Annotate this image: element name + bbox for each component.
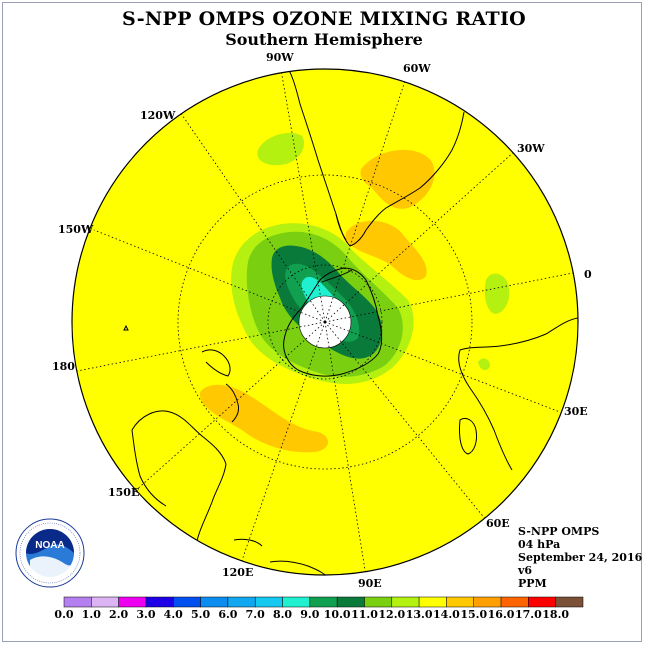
color-scale-bin	[200, 596, 229, 608]
noaa-logo: NOAA	[15, 518, 85, 588]
color-scale-tick-label: 15.0	[460, 608, 488, 621]
lon-label-120e: 120E	[222, 566, 254, 579]
color-scale-tick-label: 18.0	[542, 608, 570, 621]
coastline-antarctica	[283, 267, 383, 377]
latitude-circles	[177, 174, 473, 470]
lon-label-150w: 150W	[58, 223, 94, 236]
lon-label-0: 0	[584, 268, 592, 281]
color-scale-bin	[473, 596, 502, 608]
color-scale-tick-label: 13.0	[405, 608, 433, 621]
color-scale-tick-label: 11.0	[351, 608, 378, 621]
ozone-contour-orange-tasman	[199, 384, 329, 453]
color-scale-bin	[227, 596, 256, 608]
color-scale-tick-label: 2.0	[109, 608, 129, 621]
info-date: September 24, 2016	[518, 551, 643, 564]
ozone-contour-orange-atlantic	[360, 149, 435, 209]
noaa-logo-text: NOAA	[35, 540, 64, 551]
lon-label-120w: 120W	[140, 109, 176, 122]
color-scale-tick-label: 14.0	[433, 608, 460, 621]
info-units: PPM	[518, 577, 547, 590]
map-subtitle: Southern Hemisphere	[225, 30, 423, 49]
color-scale-tick-label: 16.0	[487, 608, 515, 621]
info-version: v6	[518, 564, 533, 577]
lon-label-30w: 30W	[517, 142, 545, 155]
color-scale-bin	[145, 596, 174, 608]
color-scale-tick-label: 10.0	[323, 608, 351, 621]
color-scale-tick-label: 12.0	[378, 608, 406, 621]
coastline-madagascar	[459, 417, 477, 455]
ozone-contour-lightgreen-indian	[484, 273, 510, 314]
color-scale-bin	[391, 596, 420, 608]
ozone-contour-lightgreen-small	[478, 358, 490, 371]
color-scale-tick-label: 7.0	[245, 608, 265, 621]
info-instrument: S-NPP OMPS	[518, 525, 600, 538]
info-block: S-NPP OMPS 04 hPa September 24, 2016 v6 …	[518, 525, 642, 590]
lon-label-90w: 90W	[266, 51, 294, 64]
color-scale-bin	[309, 596, 338, 608]
color-scale-tick-label: 3.0	[136, 608, 156, 621]
lon-label-60w: 60W	[403, 62, 431, 75]
color-scale-bin	[555, 596, 584, 608]
color-scale-bin	[173, 596, 201, 608]
color-scale-bin	[118, 596, 147, 608]
color-scale-tick-label: 17.0	[514, 608, 542, 621]
lon-label-30e: 30E	[564, 405, 588, 418]
color-scale-bin	[500, 596, 529, 608]
ozone-contour-orange-south-atlantic	[345, 220, 427, 281]
color-scale-bin	[336, 596, 365, 608]
color-scale-bin	[91, 596, 119, 608]
coastline-south-america	[281, 69, 465, 247]
coastline-indonesia	[269, 560, 331, 575]
color-scale-bin	[364, 596, 393, 608]
color-scale-tick-label: 1.0	[81, 608, 101, 621]
info-level: 04 hPa	[518, 538, 561, 551]
color-scale-bin	[254, 596, 283, 608]
color-scale-bin	[528, 596, 556, 608]
color-scale-bin	[282, 596, 311, 608]
color-scale-bin	[418, 596, 447, 608]
color-scale-tick-label: 0.0	[54, 608, 74, 621]
color-scale-tick-label: 9.0	[300, 608, 320, 621]
coastline-new-zealand	[201, 349, 231, 377]
ozone-contour-lightgreen-pacific	[257, 132, 305, 166]
color-scale-tick-label: 4.0	[163, 608, 183, 621]
lon-label-60e: 60E	[486, 517, 510, 530]
color-scale-tick-label: 5.0	[191, 608, 211, 621]
color-scale-tick-label: 6.0	[218, 608, 238, 621]
color-scale-bin	[446, 596, 474, 608]
figure-frame	[2, 2, 642, 642]
lon-label-150e: 150E	[108, 486, 140, 499]
coastline-africa	[458, 317, 578, 471]
lon-label-90e: 90E	[358, 577, 382, 590]
color-scale-tick-label: 8.0	[272, 608, 293, 621]
color-scale	[63, 596, 584, 608]
color-scale-bin	[63, 596, 92, 608]
lon-label-180: 180	[52, 360, 75, 373]
meridians	[72, 69, 578, 575]
map-title: S-NPP OMPS OZONE MIXING RATIO	[121, 8, 527, 30]
